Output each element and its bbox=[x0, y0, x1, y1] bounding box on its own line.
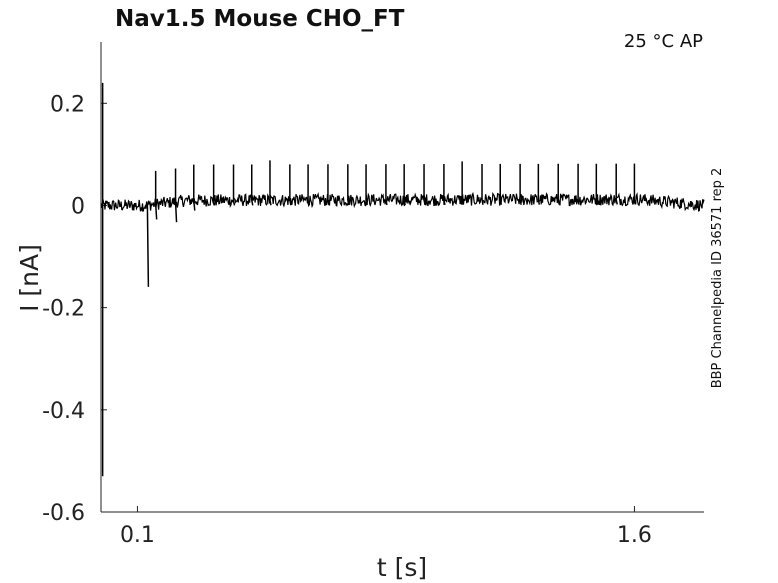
spike bbox=[269, 160, 272, 206]
spike bbox=[232, 164, 236, 206]
spike bbox=[537, 163, 541, 205]
spike bbox=[443, 164, 446, 206]
spike bbox=[557, 163, 560, 205]
spike bbox=[289, 164, 292, 206]
current-trace bbox=[100, 191, 705, 213]
x-tick-label: 0.1 bbox=[120, 523, 155, 548]
spike bbox=[327, 164, 330, 206]
spike bbox=[403, 164, 406, 206]
traces bbox=[100, 82, 705, 477]
chart-title: Nav1.5 Mouse CHO_FT bbox=[115, 6, 405, 32]
spike bbox=[347, 164, 350, 206]
y-axis-ticks: 0.2 0 -0.2 -0.4 -0.6 bbox=[42, 92, 107, 526]
y-tick-label: 0 bbox=[71, 194, 85, 219]
spike bbox=[423, 164, 426, 206]
spike bbox=[154, 170, 158, 220]
spike bbox=[307, 164, 310, 206]
spike bbox=[193, 164, 196, 211]
spike bbox=[595, 163, 599, 205]
spike bbox=[385, 164, 388, 206]
y-tick-label: -0.4 bbox=[42, 399, 85, 424]
x-axis-ticks: 0.1 1.6 bbox=[120, 506, 652, 548]
x-axis-label: t [s] bbox=[377, 553, 427, 582]
y-tick-label: -0.6 bbox=[42, 501, 85, 526]
spike bbox=[365, 164, 368, 206]
spike bbox=[461, 161, 464, 206]
y-tick-label: -0.2 bbox=[42, 297, 85, 322]
y-tick-label: 0.2 bbox=[50, 92, 85, 117]
spike bbox=[519, 163, 522, 205]
spike bbox=[577, 163, 580, 205]
condition-annotation: 25 °C AP bbox=[624, 31, 703, 52]
spike bbox=[499, 163, 502, 205]
spike bbox=[212, 164, 216, 206]
spike bbox=[633, 163, 637, 205]
spike bbox=[615, 163, 618, 205]
spike bbox=[174, 168, 178, 223]
plot-area: 0.2 0 -0.2 -0.4 -0.6 0.1 1.6 bbox=[42, 42, 705, 548]
y-axis-label: I [nA] bbox=[15, 244, 44, 312]
spike bbox=[481, 163, 484, 205]
x-tick-label: 1.6 bbox=[617, 523, 652, 548]
side-label: BBP Channelpedia ID 36571 rep 2 bbox=[710, 168, 725, 389]
spike bbox=[146, 205, 150, 287]
spike bbox=[251, 164, 254, 206]
